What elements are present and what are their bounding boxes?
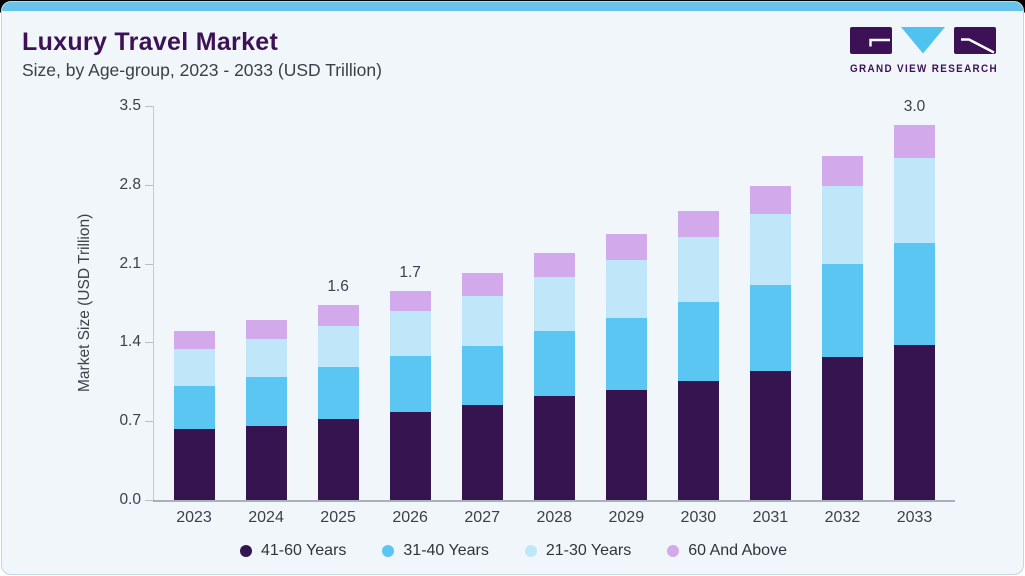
bar-segment-31-40-years-2032 (821, 263, 863, 358)
y-tick-mark (145, 421, 153, 423)
y-tick-label: 0.7 (119, 412, 141, 430)
bar-segment-21-30-years-2025 (317, 325, 359, 368)
legend-item-31-40-years: 31-40 Years (382, 542, 489, 560)
legend-swatch (667, 545, 680, 557)
y-tick-mark (145, 184, 153, 186)
bar-segment-60-and-above-2029 (605, 234, 647, 261)
logo-r-glyph (961, 38, 995, 54)
bar-segment-31-40-years-2028 (533, 331, 575, 397)
logo-g-glyph (869, 38, 890, 47)
bar-segment-31-40-years-2025 (317, 367, 359, 419)
y-tick-mark (145, 500, 153, 501)
bar-total-label-2033: 3.0 (903, 98, 926, 116)
bar-segment-21-30-years-2033 (894, 157, 935, 244)
x-tick-label-2023: 2023 (176, 509, 212, 526)
legend-label: 21-30 Years (545, 542, 632, 559)
bar-segment-31-40-years-2024 (245, 377, 287, 426)
bar-segment-41-60-years-2033 (894, 344, 935, 500)
bar-segment-21-30-years-2026 (389, 310, 431, 356)
bar-segment-60-and-above-2030 (677, 210, 719, 237)
bar-segment-21-30-years-2029 (605, 260, 647, 318)
bar-segment-60-and-above-2025 (317, 305, 359, 326)
bar-segment-41-60-years-2023 (173, 429, 215, 500)
grand-view-research-logo: GRAND VIEW RESEARCH (850, 27, 998, 75)
legend-item-21-30-years: 21-30 Years (524, 542, 632, 560)
y-axis-line (153, 106, 154, 500)
y-tick-mark (145, 106, 153, 107)
bar-segment-41-60-years-2027 (461, 405, 503, 500)
legend-item-60-and-above: 60 And Above (667, 542, 787, 560)
bar-segment-21-30-years-2030 (677, 236, 719, 302)
gvr-logo-mark (850, 27, 996, 54)
logo-wordmark: GRAND VIEW RESEARCH (850, 63, 998, 75)
y-tick-mark (145, 342, 153, 344)
bar-segment-41-60-years-2024 (245, 425, 287, 500)
accent-top-strip (2, 2, 1023, 11)
y-tick-label: 3.5 (119, 97, 141, 114)
legend-swatch (524, 545, 537, 557)
x-tick-label-2031: 2031 (752, 509, 789, 526)
x-axis-line (153, 500, 955, 502)
bar-segment-31-40-years-2023 (173, 386, 215, 430)
x-tick-label-2029: 2029 (608, 509, 645, 526)
legend-label: 41-60 Years (261, 542, 347, 559)
bar-segment-21-30-years-2023 (173, 349, 215, 387)
y-tick-label: 0.0 (119, 491, 141, 508)
x-tick-label-2032: 2032 (824, 509, 861, 526)
chart-legend: 41-60 Years 31-40 Years 21-30 Years 60 And … (2, 539, 1023, 563)
bar-segment-21-30-years-2024 (245, 339, 287, 378)
legend-label: 60 And Above (688, 542, 787, 559)
page-subtitle: Size, by Age-group, 2023 - 2033 (USD Tri… (22, 60, 382, 80)
bar-segment-31-40-years-2026 (389, 355, 431, 413)
x-tick-label-2024: 2024 (248, 509, 284, 526)
bar-segment-41-60-years-2030 (677, 380, 719, 500)
bar-segment-60-and-above-2033 (894, 125, 935, 158)
legend-label: 31-40 Years (403, 542, 489, 559)
bar-segment-21-30-years-2027 (461, 296, 503, 346)
bar-total-label-2026: 1.7 (399, 263, 421, 281)
bar-segment-21-30-years-2031 (749, 214, 791, 285)
legend-item-41-60-years: 41-60 Years (240, 542, 346, 560)
legend-swatch (240, 545, 252, 557)
x-tick-label-2033: 2033 (896, 509, 933, 526)
bar-segment-21-30-years-2028 (533, 277, 575, 332)
x-tick-label-2030: 2030 (680, 509, 717, 526)
bar-segment-60-and-above-2026 (389, 290, 431, 311)
y-tick-label: 1.4 (119, 333, 141, 351)
bar-segment-21-30-years-2032 (821, 185, 863, 264)
bar-segment-31-40-years-2030 (677, 301, 719, 381)
bar-segment-60-and-above-2032 (821, 155, 863, 186)
bar-segment-41-60-years-2025 (317, 418, 359, 500)
page-title: Luxury Travel Market (22, 28, 279, 56)
legend-swatch (382, 545, 395, 557)
bar-segment-31-40-years-2029 (605, 317, 647, 390)
bar-segment-41-60-years-2028 (533, 396, 575, 500)
bar-segment-31-40-years-2033 (894, 243, 935, 345)
x-tick-label-2025: 2025 (320, 509, 356, 526)
bar-segment-60-and-above-2031 (749, 185, 791, 215)
x-tick-label-2027: 2027 (464, 509, 500, 526)
y-tick-label: 2.1 (119, 254, 141, 272)
bar-segment-60-and-above-2028 (533, 253, 575, 278)
bar-segment-41-60-years-2031 (749, 370, 791, 500)
bar-segment-41-60-years-2029 (605, 389, 647, 500)
bar-segment-60-and-above-2023 (173, 331, 215, 350)
y-tick-mark (145, 263, 153, 265)
bar-segment-60-and-above-2024 (245, 319, 287, 339)
x-tick-label-2026: 2026 (392, 509, 428, 526)
bar-segment-60-and-above-2027 (461, 272, 503, 297)
bar-segment-31-40-years-2031 (749, 284, 791, 371)
bar-segment-41-60-years-2032 (821, 357, 863, 500)
x-tick-label-2028: 2028 (536, 509, 573, 526)
bar-segment-41-60-years-2026 (389, 412, 431, 500)
y-axis-title: Market Size (USD Trillion) (76, 213, 93, 393)
y-tick-label: 2.8 (119, 175, 141, 193)
bar-total-label-2025: 1.6 (327, 278, 349, 296)
bar-segment-31-40-years-2027 (461, 345, 503, 406)
logo-v-triangle (901, 27, 945, 54)
